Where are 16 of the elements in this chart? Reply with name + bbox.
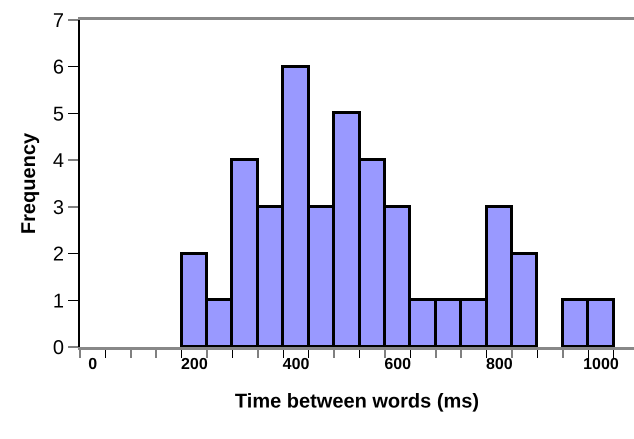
y-tick-label: 7 <box>52 10 64 32</box>
x-tick-label: 200 <box>181 356 208 374</box>
x-tick-label: 1000 <box>583 356 619 374</box>
x-tick-label: 0 <box>88 356 98 374</box>
x-tick-label: 800 <box>486 356 513 374</box>
y-axis-title: Frequency <box>18 132 40 234</box>
x-axis-title: Time between words (ms) <box>234 390 480 413</box>
y-tick-label: 3 <box>52 196 64 219</box>
y-tick-label: 6 <box>52 56 64 79</box>
x-tick-label: 600 <box>384 356 412 374</box>
y-tick-label: 5 <box>52 103 64 126</box>
y-tick-label: 1 <box>52 290 64 312</box>
x-tick-label: 400 <box>282 356 310 374</box>
y-tick-label: 2 <box>52 244 64 266</box>
y-tick-label: 0 <box>52 337 64 359</box>
y-tick-label: 4 <box>52 150 64 172</box>
